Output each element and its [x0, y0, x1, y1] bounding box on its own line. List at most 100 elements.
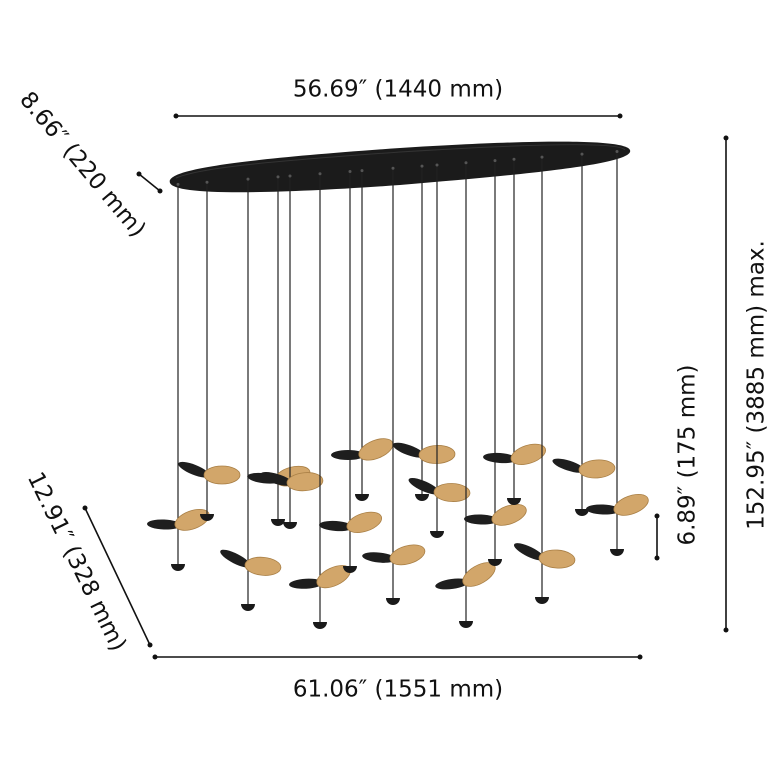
dimension-label: 8.66″ (220 mm)	[14, 87, 150, 242]
canopy-port	[246, 177, 250, 181]
dimension-label: 56.69″ (1440 mm)	[293, 77, 503, 103]
leaf-dark	[178, 461, 210, 478]
pendant	[435, 161, 496, 628]
canopy-port	[464, 161, 468, 165]
dimension-label: 61.06″ (1551 mm)	[293, 677, 503, 703]
shade	[355, 494, 369, 501]
shade	[430, 531, 444, 538]
shade	[171, 564, 185, 571]
canopy-port	[540, 155, 544, 159]
dimension-end	[654, 513, 660, 519]
pendant	[289, 172, 351, 629]
shade	[610, 549, 624, 556]
canopy	[169, 141, 631, 193]
dimension-label: 6.89″ (175 mm)	[675, 364, 701, 545]
leaf-dark	[513, 543, 545, 561]
leaf-dark	[260, 472, 293, 486]
pendant	[220, 177, 282, 611]
pendant	[513, 155, 576, 604]
pendant	[260, 174, 324, 529]
canopy-port	[493, 159, 497, 163]
canopy-port	[360, 169, 364, 173]
pendant	[464, 159, 527, 566]
leaf-gold	[510, 443, 547, 465]
leaf-dark	[392, 442, 425, 458]
leaf-dark	[408, 478, 440, 495]
leaf-gold	[613, 494, 649, 516]
canopy-port	[348, 170, 352, 173]
canopy-port	[580, 152, 584, 156]
canopy-depth-dimension: 8.66″ (220 mm)	[14, 87, 163, 242]
leaf-dark	[147, 519, 181, 530]
bottom-width-dimension: 61.06″ (1551 mm)	[152, 654, 643, 703]
leaf-dark	[220, 549, 251, 568]
shade	[386, 598, 400, 605]
leaf-gold	[346, 511, 383, 533]
pendant	[331, 169, 394, 501]
leaf-gold	[538, 549, 576, 569]
canopy-port	[615, 149, 619, 153]
dimension-end	[173, 113, 179, 119]
dimension-end	[152, 654, 158, 660]
canopy-port	[276, 175, 280, 179]
pendant	[408, 163, 471, 538]
dimension-end	[617, 113, 623, 119]
canopy-port	[288, 174, 292, 178]
leaf-dark	[319, 520, 353, 532]
dimension-end	[723, 135, 729, 141]
canopy-port	[512, 157, 516, 161]
pendant	[586, 149, 649, 556]
pendant	[362, 166, 426, 605]
shade	[313, 622, 327, 629]
canopy-port	[318, 172, 322, 176]
shade	[200, 514, 214, 521]
leaf-gold	[203, 465, 241, 485]
dimension-end	[654, 555, 660, 561]
leaf-dark	[362, 552, 396, 563]
dimension-end	[157, 188, 163, 194]
pendant	[552, 152, 616, 516]
shade	[575, 509, 589, 516]
leaf-dark	[483, 452, 517, 464]
canopy-port	[435, 163, 439, 167]
leaf-gold	[491, 504, 527, 526]
chandelier	[147, 141, 649, 629]
leaf-gold	[578, 459, 616, 479]
dimension-label: 152.95″ (3885 mm) max.	[744, 240, 770, 530]
leaf-dark	[289, 578, 323, 589]
shade	[415, 494, 429, 501]
pendant	[483, 157, 547, 505]
pendant-height-dimension: 6.89″ (175 mm)	[654, 364, 701, 561]
canopy-port	[176, 182, 180, 186]
shade	[271, 519, 285, 526]
dimension-end	[136, 171, 142, 177]
shade	[535, 597, 549, 604]
shade	[459, 621, 473, 628]
leaf-dark	[552, 458, 585, 473]
shade	[507, 498, 521, 505]
leaf-gold	[286, 472, 324, 492]
pendant	[147, 182, 210, 571]
dimension-label: 12.91″ (328 mm)	[22, 468, 131, 655]
dimension-end	[637, 654, 643, 660]
pendant	[392, 164, 456, 501]
leaf-dark	[586, 504, 620, 515]
top-width-dimension: 56.69″ (1440 mm)	[173, 77, 623, 119]
dimension-end	[723, 627, 729, 633]
bottom-depth-dimension: 12.91″ (328 mm)	[22, 468, 153, 655]
shade	[241, 604, 255, 611]
shade	[488, 559, 502, 566]
overall-height-dimension: 152.95″ (3885 mm) max.	[723, 135, 770, 633]
canopy-edge	[175, 144, 626, 179]
pendant	[178, 180, 241, 521]
canopy-port	[205, 180, 209, 184]
leaf-gold	[433, 483, 471, 502]
dimension-line	[138, 173, 161, 192]
dimension-line	[84, 507, 151, 646]
leaf-dark	[435, 578, 469, 590]
canopy-port	[391, 166, 395, 170]
leaf-gold	[244, 556, 282, 576]
pendant	[319, 170, 383, 573]
leaf-gold	[389, 544, 426, 566]
